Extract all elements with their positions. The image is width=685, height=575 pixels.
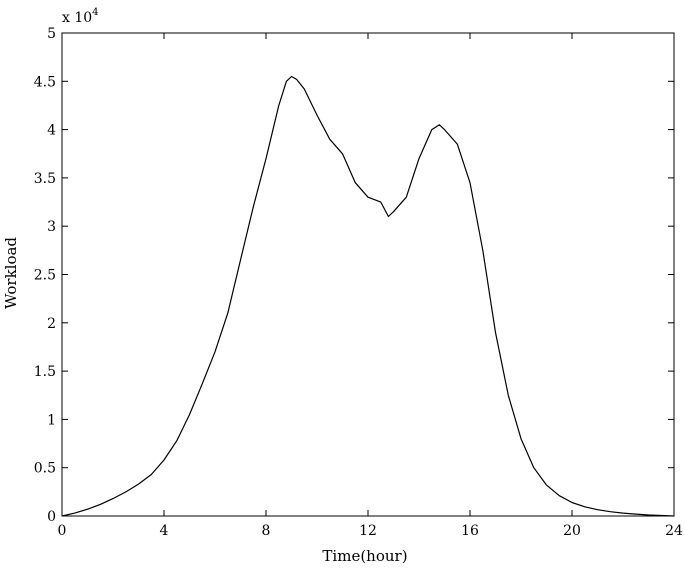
- data-point: [214, 351, 215, 352]
- data-point: [635, 514, 636, 515]
- series-layer: [61, 75, 675, 517]
- data-point: [138, 484, 139, 485]
- data-point: [304, 88, 305, 89]
- y-tick-label: 1.5: [34, 364, 56, 380]
- x-tick-label: 12: [359, 523, 377, 539]
- data-point: [388, 216, 389, 217]
- data-point: [74, 513, 75, 514]
- y-tick-label: 4.5: [34, 74, 56, 90]
- data-point: [316, 115, 317, 116]
- data-point: [380, 202, 381, 203]
- data-point: [202, 383, 203, 384]
- data-point: [278, 105, 279, 106]
- data-point: [151, 474, 152, 475]
- data-point: [367, 197, 368, 198]
- data-point: [253, 206, 254, 207]
- y-tick-label: 2.5: [34, 268, 56, 284]
- y-tick-label: 0: [47, 509, 56, 525]
- data-point: [610, 511, 611, 512]
- x-tick-label: 8: [262, 523, 271, 539]
- data-point: [329, 139, 330, 140]
- data-point: [112, 498, 113, 499]
- data-point: [495, 332, 496, 333]
- y-tick-label: 3.5: [34, 171, 56, 187]
- data-point: [240, 259, 241, 260]
- data-point: [439, 124, 440, 125]
- data-point: [355, 182, 356, 183]
- data-point: [520, 438, 521, 439]
- data-point: [176, 440, 177, 441]
- y-tick-label: 3: [47, 219, 56, 235]
- axes-layer: 0 4 8 12 16 20 24 0 0.5 1 1.5 2 2.5 3 3.5 4 4.5 5: [34, 26, 683, 539]
- data-point: [661, 515, 662, 516]
- x-tick-label: 20: [563, 523, 581, 539]
- y-tick-label: 2: [47, 316, 56, 332]
- y-axis-multiplier: x 104: [62, 7, 99, 26]
- data-point: [431, 129, 432, 130]
- x-tick-label: 16: [461, 523, 479, 539]
- data-point: [533, 467, 534, 468]
- data-point: [227, 313, 228, 314]
- x-tick-label: 0: [58, 523, 67, 539]
- data-point: [265, 158, 266, 159]
- data-point: [571, 502, 572, 503]
- data-point: [482, 250, 483, 251]
- data-point: [622, 513, 623, 514]
- data-point: [648, 514, 649, 515]
- y-tick-label: 0.5: [34, 461, 56, 477]
- series-line-0: [61, 75, 675, 517]
- data-point: [508, 395, 509, 396]
- data-point: [584, 506, 585, 507]
- data-point: [87, 509, 88, 510]
- data-point: [597, 509, 598, 510]
- y-axis-multiplier-base: x 10: [62, 10, 92, 26]
- data-point: [286, 81, 287, 82]
- data-point: [673, 515, 674, 516]
- data-point: [393, 211, 394, 212]
- data-point: [61, 515, 62, 516]
- y-tick-label: 5: [47, 26, 56, 42]
- data-point: [163, 459, 164, 460]
- data-point: [469, 182, 470, 183]
- data-point: [559, 495, 560, 496]
- data-point: [189, 414, 190, 415]
- y-axis-title: Workload: [2, 237, 20, 309]
- data-point: [342, 153, 343, 154]
- data-point: [457, 144, 458, 145]
- y-tick-label: 1: [47, 412, 56, 428]
- data-point: [100, 504, 101, 505]
- y-axis-multiplier-exponent: 4: [92, 7, 98, 18]
- x-tick-label: 4: [160, 523, 169, 539]
- data-point: [296, 79, 297, 80]
- x-axis-title: Time(hour): [322, 547, 407, 565]
- data-point: [406, 197, 407, 198]
- data-point: [291, 76, 292, 77]
- data-point: [125, 491, 126, 492]
- data-point: [546, 485, 547, 486]
- data-point: [418, 158, 419, 159]
- y-tick-label: 4: [47, 123, 56, 139]
- labels-layer: Time(hour) Workload x 104: [2, 7, 408, 565]
- x-tick-label: 24: [665, 523, 683, 539]
- data-point: [444, 129, 445, 130]
